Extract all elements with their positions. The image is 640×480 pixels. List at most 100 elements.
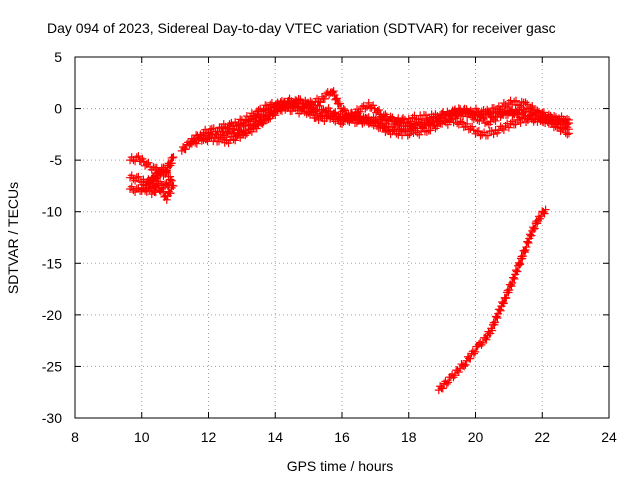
data-point — [127, 182, 136, 191]
data-point — [473, 127, 482, 136]
data-point — [149, 163, 158, 172]
data-point — [319, 105, 328, 114]
data-point — [413, 128, 422, 137]
data-point — [234, 119, 243, 128]
data-point — [405, 130, 414, 139]
data-point — [414, 115, 423, 124]
data-point — [134, 152, 143, 161]
tick-labels: 8 10 12 14 16 18 20 22 24 5 0 -5 -10 -15 -20 -25 -30 — [42, 49, 617, 445]
data-point — [423, 115, 432, 124]
x-tick-label: 12 — [201, 429, 217, 445]
data-point — [513, 108, 522, 117]
data-point — [326, 114, 335, 123]
data-point — [518, 252, 527, 261]
y-tick-label: 5 — [54, 49, 62, 65]
y-tick-label: -25 — [42, 358, 62, 374]
data-point — [402, 118, 411, 127]
data-point — [563, 114, 572, 123]
data-point — [134, 172, 143, 181]
data-point — [498, 109, 507, 118]
data-point — [563, 130, 572, 139]
data-series — [126, 87, 573, 395]
data-point — [468, 122, 477, 131]
data-point — [308, 108, 317, 117]
data-point — [513, 267, 522, 276]
data-point — [257, 107, 266, 116]
data-point — [466, 109, 475, 118]
data-point — [249, 111, 258, 120]
x-tick-label: 14 — [267, 429, 283, 445]
plot-frame — [74, 56, 610, 419]
data-point — [339, 105, 348, 114]
data-point — [232, 132, 241, 141]
data-point — [232, 121, 241, 130]
data-point — [264, 115, 273, 124]
data-point — [159, 171, 168, 180]
data-point — [166, 175, 175, 184]
data-point — [291, 96, 300, 105]
data-point — [191, 138, 200, 147]
data-point — [156, 177, 165, 186]
data-point — [516, 118, 525, 127]
data-point — [340, 106, 349, 115]
data-point — [166, 189, 175, 198]
x-tick-label: 18 — [401, 429, 417, 445]
data-point — [343, 116, 352, 125]
data-point — [510, 274, 519, 283]
data-point — [169, 181, 178, 190]
data-point — [498, 298, 507, 307]
data-point — [364, 98, 373, 107]
data-point — [227, 118, 236, 127]
data-point — [450, 371, 459, 380]
data-point — [443, 120, 452, 129]
data-point — [371, 118, 380, 127]
data-point — [509, 109, 518, 118]
data-point — [523, 237, 532, 246]
data-point — [482, 335, 491, 344]
data-point — [463, 119, 472, 128]
data-point — [192, 139, 201, 148]
data-point — [515, 106, 524, 115]
data-point — [477, 113, 486, 122]
data-point — [166, 159, 175, 168]
data-point — [241, 115, 250, 124]
data-point — [201, 135, 210, 144]
data-point — [524, 239, 533, 248]
data-point — [488, 326, 497, 335]
series-track-j — [434, 205, 550, 395]
data-point — [410, 119, 419, 128]
data-point — [361, 104, 370, 113]
x-tick-label: 22 — [534, 429, 550, 445]
data-point — [167, 176, 176, 185]
data-point — [129, 186, 138, 195]
chart-title: Day 094 of 2023, Sidereal Day-to-day VTE… — [47, 20, 556, 36]
data-point — [521, 98, 530, 107]
data-point — [273, 105, 282, 114]
data-point — [466, 354, 475, 363]
data-point — [426, 126, 435, 135]
data-point — [291, 104, 300, 113]
data-point — [363, 117, 372, 126]
data-point — [242, 112, 251, 121]
x-axis-label: GPS time / hours — [287, 458, 394, 474]
data-point — [334, 114, 343, 123]
data-point — [131, 176, 140, 185]
data-point — [456, 117, 465, 126]
data-point — [181, 145, 190, 154]
data-point — [452, 110, 461, 119]
data-point — [386, 114, 395, 123]
data-point — [395, 120, 404, 129]
data-point — [141, 186, 150, 195]
data-point — [511, 266, 520, 275]
x-tick-label: 20 — [468, 429, 484, 445]
data-point — [438, 384, 447, 393]
data-point — [508, 278, 517, 287]
data-point — [564, 125, 573, 134]
y-tick-label: 0 — [54, 101, 62, 117]
data-point — [533, 106, 542, 115]
data-point — [516, 260, 525, 269]
data-point — [442, 379, 451, 388]
data-point — [509, 273, 518, 282]
data-point — [526, 104, 535, 113]
